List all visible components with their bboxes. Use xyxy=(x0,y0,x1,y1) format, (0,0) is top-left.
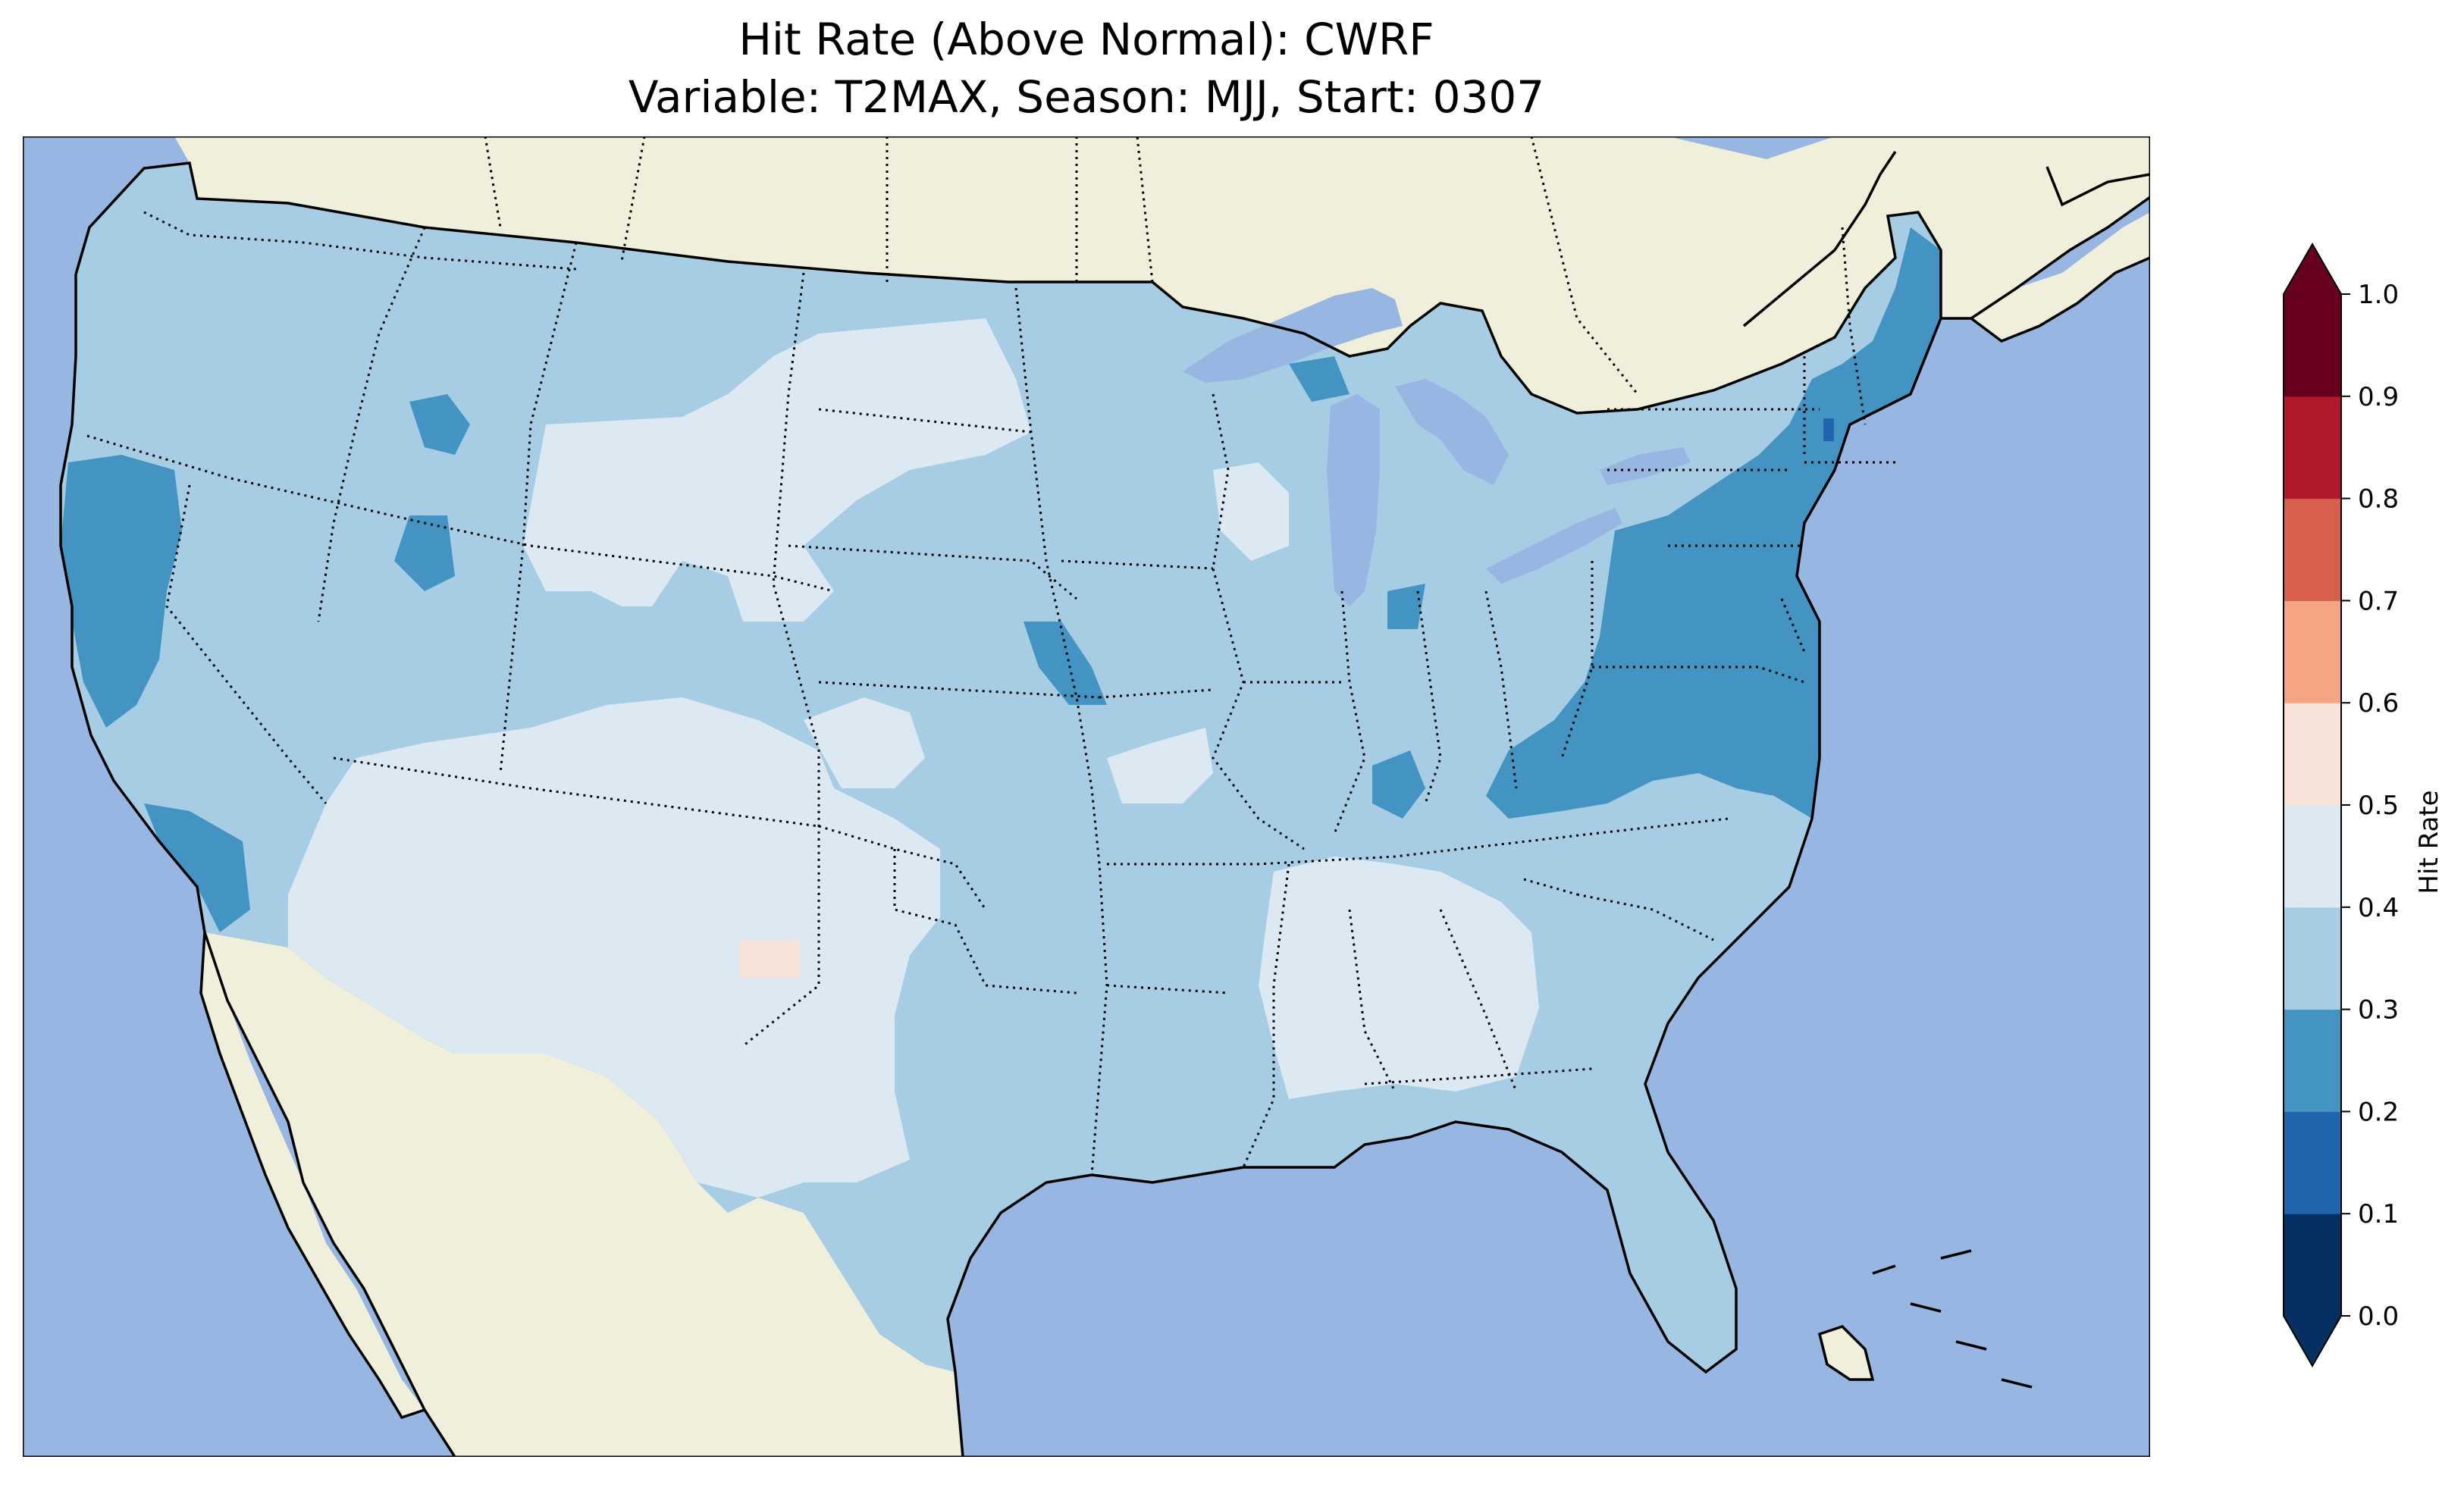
lake-superior xyxy=(1183,288,1403,383)
colorbar-extend-under xyxy=(2284,1316,2341,1366)
field-0.1-0.2 xyxy=(1823,418,1834,441)
state-borders xyxy=(86,136,1895,1176)
cuba-land xyxy=(1820,1326,1873,1380)
great-lakes xyxy=(1183,288,1691,606)
colorbar-bin-5 xyxy=(2284,703,2341,806)
lake-huron xyxy=(1395,379,1509,485)
baja-coast xyxy=(199,932,425,1420)
canada-land xyxy=(174,136,2150,413)
newfoundland-land xyxy=(2047,136,2150,205)
field-0.4-0.5 xyxy=(288,318,1539,1198)
chart-subtitle: Variable: T2MAX, Season: MJJ, Start: 030… xyxy=(629,71,1544,123)
newfoundland-coast xyxy=(2045,166,2150,207)
colorbar-tick-label-5: 0.5 xyxy=(2358,791,2399,821)
bahamas-coast xyxy=(1872,1249,2033,1389)
field-0.5-0.6 xyxy=(739,940,800,978)
colorbar-tick-label-9: 0.9 xyxy=(2358,382,2399,412)
colorbar-bin-0 xyxy=(2284,1214,2341,1317)
colorbar-tick-label-0: 0.0 xyxy=(2358,1301,2399,1332)
nova-scotia-land xyxy=(1971,212,2150,341)
colorbar-bin-2 xyxy=(2284,1009,2341,1112)
lake-erie xyxy=(1486,508,1622,584)
pacific-coast xyxy=(59,274,456,1457)
colorbar-bin-1 xyxy=(2284,1111,2341,1214)
colorbar: 0.0 0.1 0.2 0.3 0.4 0.5 0.6 0.7 0.8 0.9 1.0 xyxy=(2283,242,2399,1368)
lake-ontario xyxy=(1600,447,1691,485)
colorbar-tick-label-1: 0.1 xyxy=(2358,1199,2399,1229)
field-0.2-0.3 xyxy=(61,227,1941,932)
colorbar-bin-3 xyxy=(2284,907,2341,1010)
nova-scotia-coast xyxy=(1970,256,2150,343)
cuba-coast xyxy=(1817,1324,1875,1381)
map-panel xyxy=(23,136,2150,1457)
st-lawrence xyxy=(1742,151,1897,327)
colorbar-bin-8 xyxy=(2284,396,2341,500)
colorbar-tick-label-7: 0.7 xyxy=(2358,586,2399,616)
colorbar-bin-7 xyxy=(2284,498,2341,601)
colorbar-tick-label-6: 0.6 xyxy=(2358,688,2399,719)
chart-title: Hit Rate (Above Normal): CWRF xyxy=(738,14,1434,65)
colorbar-tick-label-3: 0.3 xyxy=(2358,995,2399,1026)
colorbar-bin-6 xyxy=(2284,600,2341,703)
colorbar-bin-9 xyxy=(2284,294,2341,397)
mexico-land xyxy=(205,932,963,1457)
colorbar-label: Hit Rate xyxy=(2414,790,2444,894)
colorbar-bin-4 xyxy=(2284,805,2341,908)
colorbar-extend-over xyxy=(2284,244,2341,294)
canada-east-coast xyxy=(1941,196,2150,320)
colorbar-tick-label-8: 0.8 xyxy=(2358,484,2399,515)
colorbar-tick-label-10: 1.0 xyxy=(2358,280,2399,310)
colorbar-tick-label-4: 0.4 xyxy=(2358,893,2399,923)
colorbar-tick-label-2: 0.2 xyxy=(2358,1097,2399,1127)
lake-michigan xyxy=(1327,394,1380,606)
